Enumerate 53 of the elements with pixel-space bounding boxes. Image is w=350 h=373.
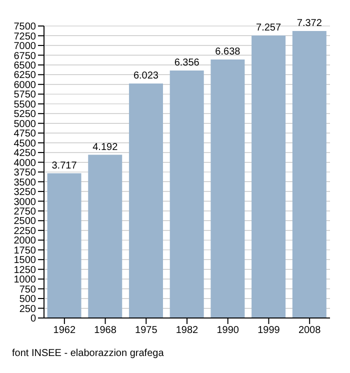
bar [252, 35, 286, 318]
y-tick-label: 2000 [14, 236, 36, 247]
bar [128, 84, 163, 318]
y-tick-label: 3250 [14, 187, 36, 198]
y-tick-label: 1750 [14, 245, 36, 256]
bar [47, 173, 82, 318]
text: font INSEE - elaborazzion grafega [12, 348, 165, 359]
y-tick-label: 1250 [14, 264, 36, 276]
y-tick-label: 250 [19, 304, 36, 315]
bar [210, 60, 245, 318]
bar [88, 154, 122, 318]
y-tick-label: 4000 [14, 158, 36, 169]
y-tick-label: 1000 [14, 274, 36, 286]
y-tick-label: 7250 [14, 31, 36, 42]
y-tick-label: 4750 [14, 128, 36, 140]
x-tick-label: 1999 [258, 325, 280, 336]
x-tick-label: 2008 [298, 325, 322, 336]
y-tick-label: 750 [19, 284, 36, 296]
data-label: 3.717 [52, 160, 78, 172]
data-label: 7.372 [296, 18, 322, 29]
x-tick-label: 1975 [135, 325, 158, 336]
y-tick-label: 2250 [14, 226, 36, 237]
y-tick-label: 7000 [14, 41, 36, 52]
x-tick-label: 1982 [176, 325, 199, 336]
y-tick-label: 6000 [14, 80, 36, 91]
y-tick-label: 2750 [14, 206, 36, 218]
y-tick-label: 3000 [14, 196, 36, 208]
data-label: 6.356 [174, 58, 200, 69]
bar [170, 70, 204, 318]
data-label: 7.257 [256, 22, 282, 34]
y-tick-label: 4250 [14, 148, 36, 160]
data-label: 6.638 [215, 46, 241, 58]
y-tick-label: 500 [19, 294, 36, 306]
y-tick-label: 6250 [14, 70, 36, 82]
y-tick-label: 3500 [14, 177, 36, 188]
y-tick-label: 0 [30, 314, 36, 325]
y-tick-label: 5000 [14, 118, 36, 130]
y-tick-label: 5500 [14, 99, 36, 110]
bar [292, 30, 326, 318]
x-tick-label: 1962 [53, 325, 76, 336]
y-tick-label: 4500 [14, 138, 36, 150]
y-tick-label: 3750 [14, 168, 36, 179]
y-tick-label: 5750 [14, 90, 36, 101]
y-tick-label: 7500 [14, 22, 36, 33]
data-label: 6.023 [133, 70, 159, 82]
x-tick-label: 1968 [94, 325, 117, 336]
x-tick-label: 1990 [216, 325, 240, 336]
data-label: 4.192 [92, 142, 118, 153]
y-tick-label: 2500 [14, 216, 36, 228]
y-tick-label: 6750 [14, 50, 36, 62]
y-tick-label: 6500 [14, 60, 36, 72]
y-tick-label: 1500 [14, 255, 36, 266]
y-tick-label: 5250 [14, 109, 36, 120]
